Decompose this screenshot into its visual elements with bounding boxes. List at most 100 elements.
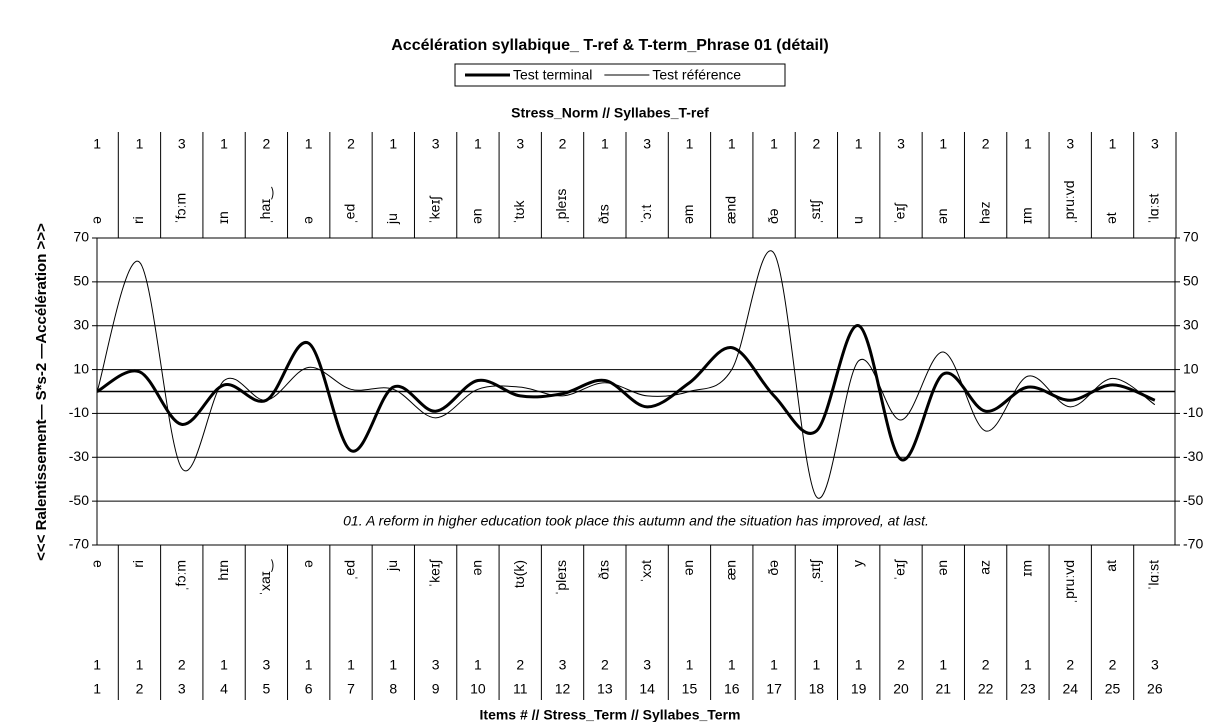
stress-ref: 2 <box>347 136 355 152</box>
y-tick-label: -30 <box>69 448 89 464</box>
x-axis-title: Items # // Stress_Term // Syllabes_Term <box>480 707 741 722</box>
stress-term: 1 <box>728 657 736 673</box>
syllable-ref: ju <box>384 213 400 225</box>
top-axis-title: Stress_Norm // Syllabes_T-ref <box>511 105 709 121</box>
syllable-ref: ri <box>130 216 146 224</box>
stress-ref: 3 <box>178 136 186 152</box>
syllable-term: tʊ(k) <box>511 560 527 588</box>
stress-ref: 1 <box>305 136 313 152</box>
y-tick-label: -50 <box>69 492 89 508</box>
stress-term: 2 <box>601 657 609 673</box>
y-tick-label: 50 <box>73 273 89 289</box>
syllable-term: ˈeɪʃ <box>892 558 908 580</box>
stress-ref: 1 <box>1024 136 1032 152</box>
syllable-term: ən <box>469 560 485 576</box>
x-tick-label: 22 <box>978 681 994 697</box>
y-tick-label: 30 <box>73 316 89 332</box>
syllable-ref: u <box>849 216 865 224</box>
stress-ref: 1 <box>855 136 863 152</box>
syllable-term: ˌfɔːm <box>172 560 188 591</box>
annotation: 01. A reform in higher education took pl… <box>343 513 929 529</box>
x-tick-label: 11 <box>513 681 528 697</box>
stress-term: 3 <box>1151 657 1159 673</box>
y2-tick-label: -30 <box>1183 448 1203 464</box>
stress-term: 3 <box>432 657 440 673</box>
stress-term: 1 <box>136 657 144 673</box>
syllable-ref: həz <box>976 201 992 224</box>
syllable-term: ɪm <box>1019 560 1035 577</box>
stress-term: 1 <box>939 657 947 673</box>
syllable-ref: ɪn <box>215 211 231 224</box>
syllable-ref: ˌsɪtʃ <box>807 198 823 224</box>
stress-term: 1 <box>812 657 820 673</box>
stress-ref: 2 <box>812 136 820 152</box>
syllable-term: ˈxaɪ‿ <box>257 559 273 595</box>
x-tick-label: 19 <box>851 681 867 697</box>
syllable-term: ri <box>130 560 146 568</box>
syllable-ref: ðə <box>765 208 781 224</box>
syllable-ref: ˈlɑːst <box>1146 194 1162 224</box>
syllable-term: ðə <box>765 560 781 576</box>
series-line <box>96 324 1156 462</box>
syllable-term: ən <box>934 560 950 576</box>
y-tick-label: -10 <box>69 404 89 420</box>
syllable-term: hɪn <box>215 560 231 581</box>
y-axis-title: <<< Ralentissement— S*s-2 —Accélération … <box>33 223 50 561</box>
stress-ref: 1 <box>220 136 228 152</box>
stress-ref: 3 <box>1066 136 1074 152</box>
x-tick-label: 16 <box>724 681 740 697</box>
y2-tick-label: -50 <box>1183 492 1203 508</box>
stress-ref: 3 <box>516 136 524 152</box>
stress-term: 1 <box>686 657 694 673</box>
syllable-term: ə <box>88 560 104 568</box>
x-tick-label: 14 <box>639 681 655 697</box>
stress-ref: 1 <box>939 136 947 152</box>
stress-term: 1 <box>855 657 863 673</box>
x-tick-label: 4 <box>220 681 228 697</box>
syllable-ref: ə <box>88 216 104 224</box>
x-tick-label: 15 <box>682 681 698 697</box>
syllable-ref: ə <box>299 216 315 224</box>
legend-label: Test référence <box>652 67 741 83</box>
x-tick-label: 7 <box>347 681 355 697</box>
syllable-term: ðɪs <box>596 560 612 580</box>
syllable-ref: ˈɔːt <box>638 204 654 224</box>
stress-ref: 3 <box>1151 136 1159 152</box>
stress-ref: 2 <box>982 136 990 152</box>
x-tick-label: 20 <box>893 681 909 697</box>
stress-ref: 2 <box>559 136 567 152</box>
x-tick-label: 24 <box>1062 681 1078 697</box>
x-tick-label: 25 <box>1105 681 1121 697</box>
stress-ref: 1 <box>686 136 694 152</box>
syllable-term: az <box>976 560 992 575</box>
syllable-ref: ˈfɔːm <box>172 193 188 224</box>
y2-tick-label: -10 <box>1183 404 1203 420</box>
x-tick-label: 5 <box>262 681 270 697</box>
syllable-term: ə <box>299 560 315 568</box>
syllable-ref: ænd <box>722 196 738 224</box>
x-tick-label: 18 <box>809 681 825 697</box>
y2-tick-label: 30 <box>1183 316 1199 332</box>
legend-label: Test terminal <box>513 67 592 83</box>
x-tick-label: 21 <box>936 681 952 697</box>
stress-term: 3 <box>262 657 270 673</box>
stress-ref: 1 <box>770 136 778 152</box>
legend-box <box>454 63 786 87</box>
x-tick-label: 8 <box>389 681 397 697</box>
syllable-ref: ˈtʊk <box>511 199 527 224</box>
syllable-ref: ən <box>934 208 950 224</box>
stress-term: 1 <box>93 657 101 673</box>
syllable-ref: ɪm <box>1019 207 1035 224</box>
stress-term: 1 <box>770 657 778 673</box>
stress-term: 1 <box>389 657 397 673</box>
stress-ref: 3 <box>432 136 440 152</box>
stress-ref: 1 <box>1109 136 1117 152</box>
y-tick-label: 70 <box>73 229 89 245</box>
x-tick-label: 26 <box>1147 681 1163 697</box>
stress-term: 3 <box>643 657 651 673</box>
x-tick-label: 9 <box>432 681 440 697</box>
x-tick-label: 1 <box>93 681 101 697</box>
y2-tick-label: 10 <box>1183 360 1199 376</box>
syllable-term: at <box>1103 560 1119 572</box>
